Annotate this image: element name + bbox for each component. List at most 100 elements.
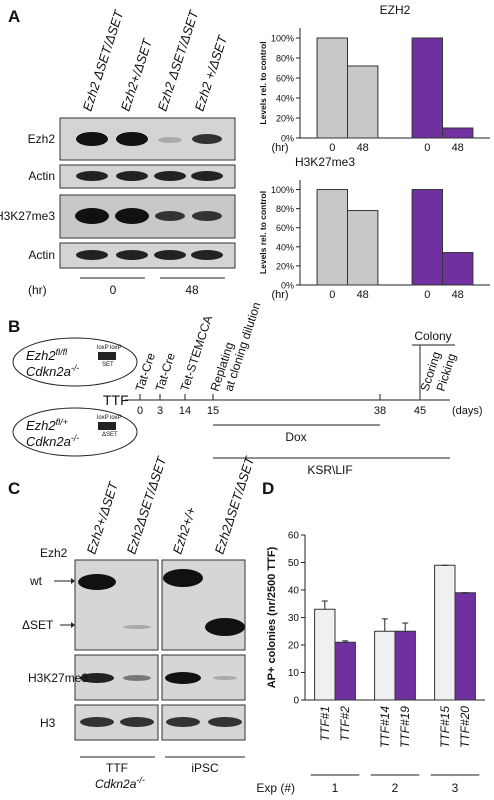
strain-locus: Cdkn2a-/- — [26, 433, 79, 449]
unit-label: (days) — [452, 405, 483, 417]
x-tick-label: TTF#2 — [338, 706, 352, 742]
group-axis-label: Exp (#) — [256, 781, 295, 795]
bar — [434, 564, 456, 701]
day-label: 14 — [179, 405, 191, 417]
construct-label: loxP — [110, 345, 122, 351]
locus: Cdkn2a — [95, 777, 137, 791]
construct-label: loxP — [110, 415, 122, 421]
y-tick-label: 100% — [271, 34, 294, 44]
x-tick-label: TTF#20 — [458, 706, 472, 748]
row-label: H3 — [40, 716, 56, 730]
genotype: -/- — [136, 775, 145, 785]
column-label: Ezh2 ΔSET/ΔSET — [80, 8, 127, 113]
y-axis-label: AP+ colonies (nr/2500 TTF) — [266, 546, 278, 688]
day-label: 15 — [207, 405, 219, 417]
y-tick-label: 50 — [288, 558, 300, 569]
panel-label: D — [262, 479, 274, 498]
group-label: 2 — [392, 781, 399, 795]
locus: Cdkn2a — [26, 364, 71, 379]
time: 48 — [185, 283, 199, 297]
bar — [314, 608, 336, 701]
panel-label: B — [8, 317, 20, 336]
day-label: 0 — [137, 405, 143, 417]
time: 0 — [110, 283, 117, 297]
bar — [411, 189, 444, 286]
x-axis-label: (hr) — [271, 289, 288, 301]
locus: Cdkn2a — [26, 434, 71, 449]
colony-label: Colony — [414, 329, 451, 343]
construct-label: loxP — [97, 345, 109, 351]
column-label: Ezh2+/+ — [170, 505, 199, 556]
gene: Ezh2 — [26, 418, 56, 433]
timeline-b — [12, 337, 455, 459]
x-tick-label: 48 — [357, 142, 369, 154]
column-label: Ezh2ΔSET/ΔSET — [212, 454, 258, 556]
y-tick-label: 20 — [288, 641, 300, 652]
y-axis-label: Levels rel. to control — [258, 191, 268, 274]
y-tick-label: 100% — [271, 185, 294, 195]
form-label: wt — [29, 574, 43, 588]
blot-c — [54, 559, 246, 758]
bar — [454, 592, 476, 701]
column-label: Ezh2 +/ΔSET — [192, 33, 231, 113]
y-axis-label: Levels rel. to control — [258, 41, 268, 124]
group-label: 3 — [452, 781, 459, 795]
x-tick-label: TTF#1 — [318, 706, 332, 741]
locus-label: Cdkn2a-/- — [95, 775, 145, 791]
column-label: Ezh2+/ΔSET — [84, 479, 122, 556]
day-label: 3 — [157, 405, 163, 417]
x-tick-label: TTF#15 — [438, 706, 452, 748]
row-label: Actin — [28, 248, 55, 262]
genotype: -/- — [71, 433, 80, 443]
bar — [347, 210, 379, 286]
gene: Ezh2 — [26, 348, 56, 363]
y-tick-label: 80% — [276, 54, 294, 64]
dox-label: Dox — [285, 430, 306, 444]
row-label: Ezh2 — [28, 132, 56, 146]
construct-label: SET — [102, 362, 114, 368]
y-tick-label: 0 — [293, 696, 299, 707]
y-tick-label: 20% — [276, 114, 294, 124]
genotype: -/- — [71, 363, 80, 373]
x-tick-label: 0 — [329, 289, 335, 301]
strain-locus: Cdkn2a-/- — [26, 363, 79, 379]
column-label: Ezh2+/ΔSET — [118, 36, 156, 113]
panel-label: A — [8, 7, 20, 26]
y-tick-label: 40% — [276, 94, 294, 104]
chart-title: EZH2 — [380, 3, 411, 17]
y-tick-label: 60 — [288, 531, 300, 542]
y-tick-label: 20% — [276, 261, 294, 271]
start-label: TTF — [103, 392, 129, 408]
y-tick-label: 0% — [281, 281, 294, 291]
medium-label: KSR\LIF — [307, 463, 352, 477]
chart-title: H3K27me3 — [295, 155, 355, 169]
allele: fl/fl — [56, 347, 69, 357]
group-label: iPSC — [191, 761, 219, 775]
form-label: ΔSET — [22, 618, 54, 632]
bar — [411, 37, 444, 139]
row-label: H3K27me3 — [0, 209, 55, 223]
strain-gene: Ezh2fl/+ — [26, 417, 68, 433]
row-label: Ezh2 — [40, 546, 68, 560]
y-tick-label: 0% — [281, 134, 294, 144]
x-axis-label: (hr) — [271, 142, 288, 154]
y-tick-label: 60% — [276, 74, 294, 84]
day-label: 45 — [414, 405, 426, 417]
x-tick-label: 48 — [357, 289, 369, 301]
x-tick-label: TTF#14 — [378, 706, 392, 748]
x-tick-label: 0 — [424, 289, 430, 301]
x-tick-label: 0 — [329, 142, 335, 154]
group-label: TTF — [106, 761, 128, 775]
x-tick-label: 48 — [452, 289, 464, 301]
x-tick-label: 48 — [452, 142, 464, 154]
construct-label: loxP — [97, 415, 109, 421]
group-label: 1 — [332, 781, 339, 795]
day-label: 38 — [374, 405, 386, 417]
y-tick-label: 30 — [288, 613, 300, 624]
blot-a — [59, 117, 236, 279]
y-tick-label: 40 — [288, 586, 300, 597]
bar — [334, 641, 356, 701]
row-label: Actin — [28, 169, 55, 183]
bar — [374, 630, 396, 701]
